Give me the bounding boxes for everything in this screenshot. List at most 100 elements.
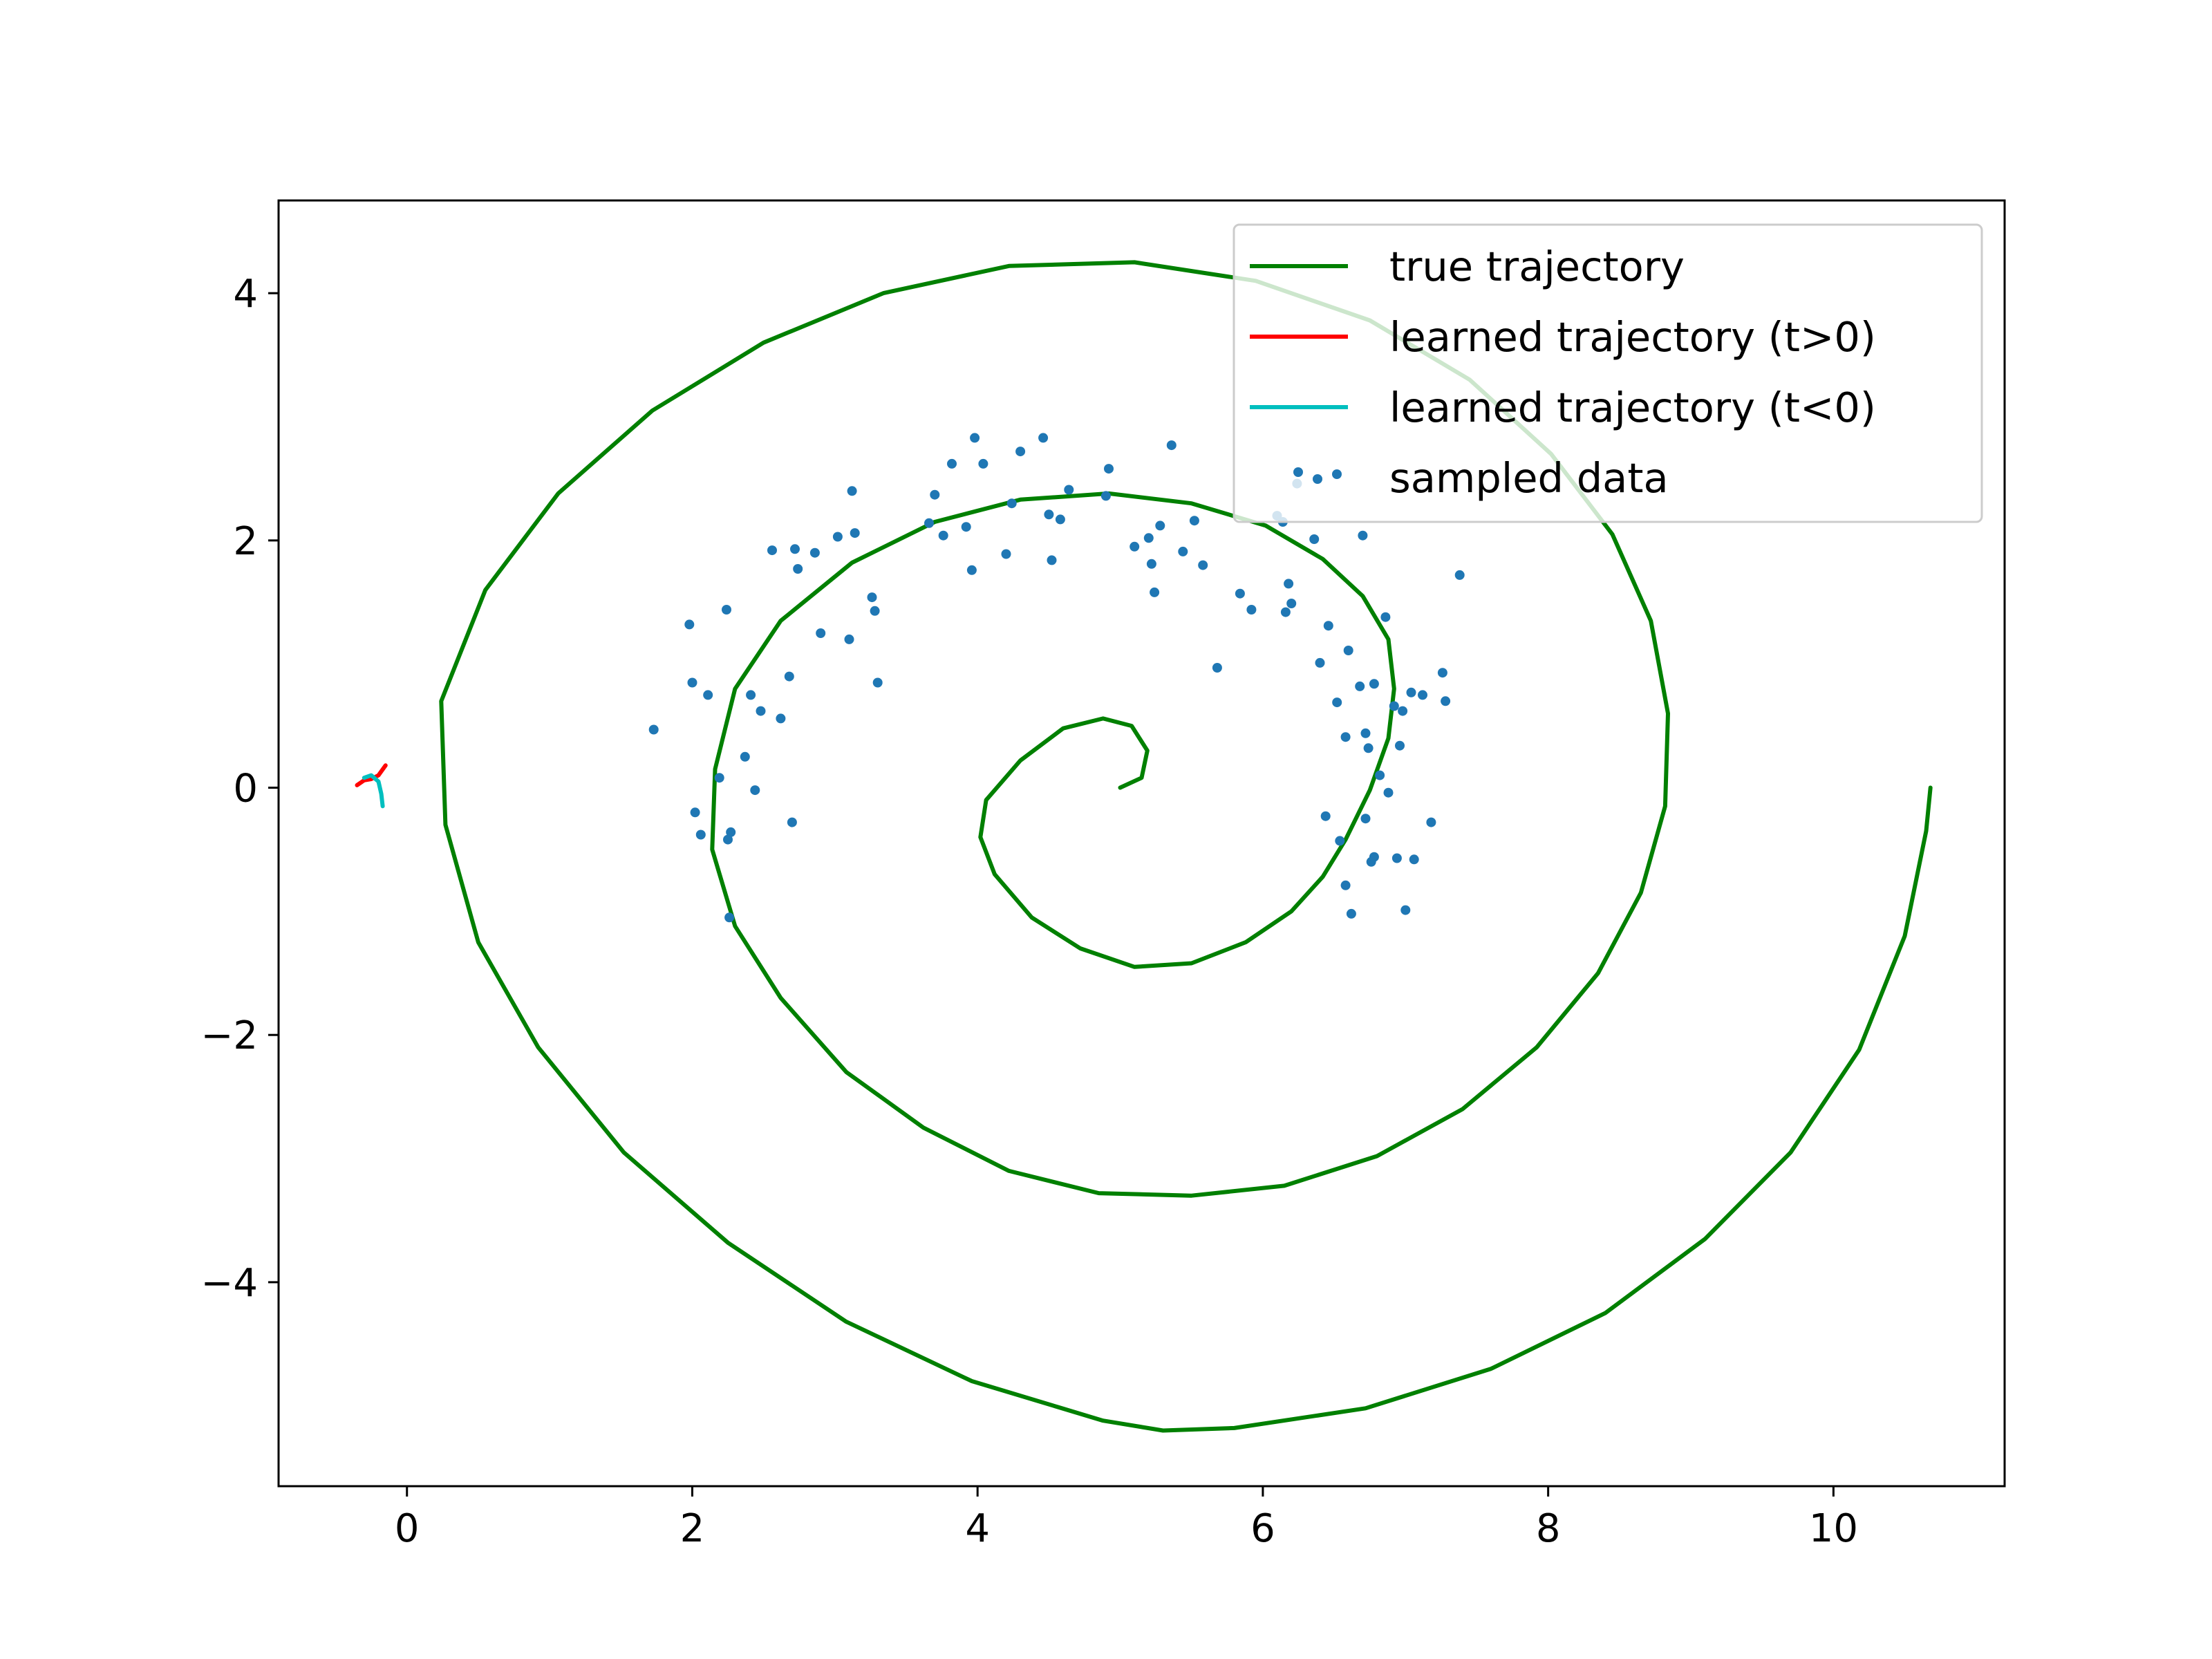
x-tick-label: 0 (395, 1506, 420, 1551)
x-tick-label: 2 (680, 1506, 705, 1551)
data-point (722, 605, 731, 615)
data-point (872, 677, 883, 688)
y-tick-label: 4 (233, 272, 258, 317)
data-point (1380, 612, 1391, 622)
data-point (1038, 433, 1049, 443)
data-point (1143, 533, 1154, 543)
legend-swatch-points (1293, 467, 1342, 484)
data-point (1309, 534, 1320, 544)
data-point (756, 706, 766, 716)
data-point (724, 912, 735, 923)
data-point (966, 565, 977, 575)
series-layer (355, 260, 1933, 1433)
data-point (1150, 587, 1160, 597)
data-point (1355, 681, 1365, 691)
legend-entry: learned trajectory (t<0) (1250, 384, 1876, 431)
data-point (1235, 588, 1245, 599)
data-point (1155, 521, 1165, 531)
data-point (776, 713, 786, 724)
data-point (1320, 811, 1331, 821)
legend-label: true trajectory (1389, 243, 1685, 290)
x-tick-label: 6 (1250, 1506, 1275, 1551)
data-point (1335, 836, 1345, 846)
legend-entry: learned trajectory (t>0) (1250, 313, 1876, 361)
y-tick-label: 0 (233, 767, 258, 812)
legend-entry: true trajectory (1250, 243, 1685, 290)
legend-box (1232, 223, 1983, 523)
data-point (1395, 740, 1405, 751)
data-point (1146, 559, 1156, 569)
data-point (867, 592, 877, 603)
legend-entry: sampled data (1293, 454, 1669, 502)
x-axis: 0 2 4 6 8 10 (395, 1486, 1858, 1551)
data-point (1280, 607, 1291, 617)
data-point (1064, 485, 1074, 495)
data-point (1047, 555, 1057, 565)
legend-swatch-point (1293, 467, 1303, 477)
series-line-learned-trajectory-t-0 (362, 773, 385, 809)
data-point (1178, 546, 1188, 556)
legend: true trajectory learned trajectory (t>0) l… (1232, 223, 1983, 523)
data-point (1189, 516, 1199, 526)
data-point (1343, 646, 1353, 655)
data-point (844, 634, 854, 644)
legend-swatch-point (1332, 469, 1342, 479)
data-point (1375, 770, 1385, 780)
data-point (1363, 743, 1374, 753)
data-point (1104, 464, 1114, 474)
data-point (1441, 696, 1451, 706)
legend-label: learned trajectory (t>0) (1389, 313, 1876, 361)
series-line-true-trajectory (439, 260, 1933, 1433)
data-point (787, 817, 797, 827)
data-point (1369, 852, 1379, 862)
data-point (1409, 854, 1419, 865)
data-point (1198, 560, 1208, 570)
data-point (750, 785, 760, 796)
data-point (1323, 621, 1333, 631)
data-point (1001, 549, 1011, 559)
data-point (687, 677, 697, 688)
data-point (1383, 787, 1394, 798)
data-point (726, 827, 736, 837)
legend-label: learned trajectory (t<0) (1389, 384, 1876, 431)
data-point (1400, 905, 1411, 915)
data-point (695, 830, 706, 840)
data-point (690, 807, 700, 818)
data-point (1044, 509, 1054, 520)
data-point (1166, 440, 1177, 451)
data-point (1398, 706, 1408, 716)
data-point (740, 751, 750, 762)
data-point (1389, 701, 1399, 711)
y-tick-label: −2 (200, 1013, 258, 1058)
data-point (847, 486, 857, 496)
data-point (1006, 498, 1017, 509)
data-point (809, 547, 820, 558)
data-point (961, 522, 971, 532)
data-point (1406, 687, 1416, 697)
legend-swatch-point (1313, 474, 1322, 484)
data-point (793, 564, 803, 574)
data-point (1246, 605, 1257, 615)
data-point (790, 544, 800, 554)
data-point (714, 773, 724, 783)
series-line-learned-trajectory-t-0 (355, 763, 388, 787)
data-point (816, 628, 826, 638)
y-tick-label: 2 (233, 519, 258, 564)
data-point (1340, 880, 1351, 890)
data-point (1100, 491, 1111, 501)
data-point (1360, 728, 1371, 738)
x-tick-label: 10 (1809, 1506, 1858, 1551)
data-point (1426, 817, 1436, 827)
data-point (703, 690, 713, 700)
data-point (1340, 732, 1351, 742)
y-tick-label: −4 (200, 1261, 258, 1306)
x-tick-label: 8 (1536, 1506, 1561, 1551)
data-point (1369, 679, 1379, 689)
data-point (1055, 514, 1065, 525)
data-point (870, 606, 880, 616)
plot-area (355, 260, 1933, 1433)
data-point (947, 458, 957, 469)
data-point (1418, 690, 1427, 700)
data-point (1286, 599, 1297, 608)
